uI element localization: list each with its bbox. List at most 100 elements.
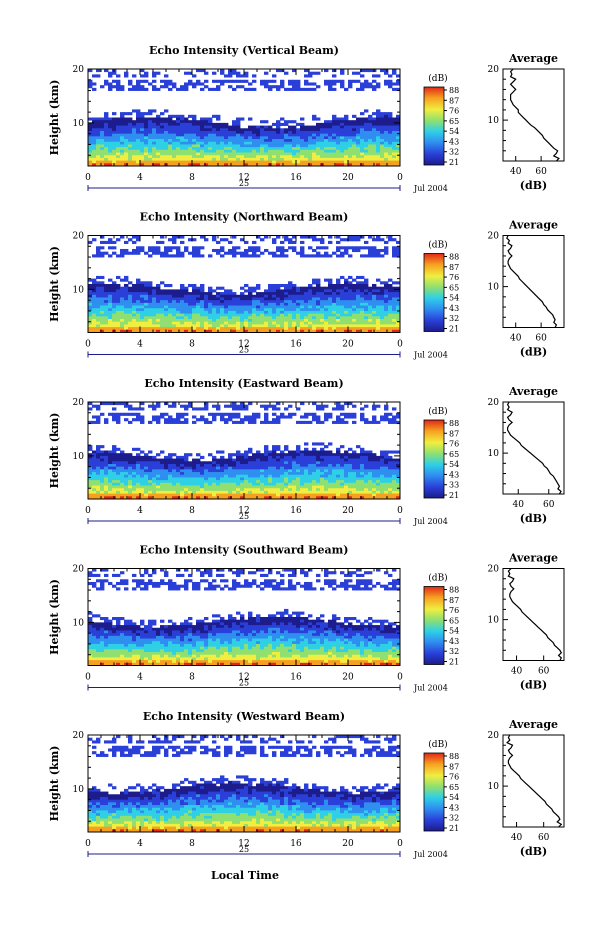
x-tick-label: 4 [137, 506, 143, 516]
x-tick-label: 0 [397, 173, 403, 183]
heatmap-cells [88, 69, 401, 167]
date-label: Jul 2004 [413, 850, 448, 859]
y-tick-label: 10 [73, 618, 85, 628]
colorbar-tick-label: 76 [449, 606, 459, 615]
y-axis-label: Height (km) [48, 80, 61, 156]
date-label: Jul 2004 [413, 184, 448, 193]
profile-x-tick-label: 40 [513, 500, 525, 510]
x-tick-label: 0 [397, 340, 403, 350]
colorbar-tick-label: 43 [449, 803, 459, 812]
x-tick-label: 12 [238, 673, 249, 683]
y-tick-label: 20 [73, 398, 85, 408]
x-tick-label: 0 [397, 673, 403, 683]
x-tick-label: 0 [85, 673, 91, 683]
colorbar-tick-label: 87 [449, 263, 459, 272]
colorbar-tick-label: 76 [449, 773, 459, 782]
x-tick-label: 16 [290, 173, 302, 183]
profile-x-axis-label: (dB) [520, 845, 547, 858]
x-tick-label: 4 [137, 340, 143, 350]
profile-x-tick-label: 60 [535, 334, 547, 344]
colorbar-tick-label: 21 [449, 658, 459, 667]
x-tick-label: 0 [397, 506, 403, 516]
profile-x-axis-label: (dB) [520, 346, 547, 359]
profile-frame [502, 401, 565, 495]
x-tick-label: 16 [290, 506, 302, 516]
colorbar-tick-label: 88 [449, 752, 459, 761]
profile-y-tick-label: 10 [488, 449, 500, 459]
colorbar-tick-label: 21 [449, 824, 459, 833]
colorbar-tick-label: 87 [449, 762, 459, 771]
colorbar-tick-label: 54 [449, 793, 459, 802]
y-tick-label: 10 [73, 785, 85, 795]
x-tick-label: 12 [238, 506, 249, 516]
colorbar-tick-label: 88 [449, 253, 459, 262]
colorbar-tick-label: 87 [449, 429, 459, 438]
profile-title: Average [508, 219, 558, 232]
day-label: 25 [239, 679, 249, 688]
x-tick-label: 8 [189, 839, 195, 849]
colorbar-tick-label: 88 [449, 86, 459, 95]
profile-frame [502, 734, 565, 828]
colorbar-tick-label: 54 [449, 627, 459, 636]
profile-x-axis-label: (dB) [520, 512, 547, 525]
date-label: Jul 2004 [413, 517, 448, 526]
date-label: Jul 2004 [413, 351, 448, 360]
x-tick-label: 0 [85, 173, 91, 183]
colorbar-unit-label: (dB) [428, 573, 447, 584]
x-tick-label: 12 [238, 340, 249, 350]
profile-frame [502, 68, 565, 162]
heatmap-cells [88, 735, 401, 833]
colorbar-tick-label: 76 [449, 440, 459, 449]
colorbar-tick-label: 43 [449, 304, 459, 313]
x-tick-label: 4 [137, 173, 143, 183]
profile-y-tick-label: 20 [488, 398, 500, 408]
colorbar [423, 419, 445, 499]
profile-x-tick-label: 60 [543, 500, 555, 510]
y-tick-label: 20 [73, 65, 85, 75]
profile-x-tick-label: 40 [510, 167, 522, 177]
day-label: 25 [239, 179, 249, 188]
y-axis-label: Height (km) [48, 246, 61, 322]
x-tick-label: 0 [397, 839, 403, 849]
profile-y-tick-label: 20 [488, 565, 500, 575]
colorbar-unit-label: (dB) [428, 739, 447, 750]
panel-title: Echo Intensity (Southward Beam) [140, 544, 349, 557]
colorbar-tick-label: 21 [449, 325, 459, 334]
colorbar-tick-label: 43 [449, 470, 459, 479]
x-tick-label: 8 [189, 340, 195, 350]
panel-3: Echo Intensity (Eastward Beam) 10 20 Height… [48, 377, 565, 526]
heatmap-cells [88, 402, 401, 500]
date-label: Jul 2004 [413, 684, 448, 693]
colorbar-tick-label: 54 [449, 127, 459, 136]
profile-x-tick-label: 60 [538, 667, 550, 677]
y-axis-label: Height (km) [48, 579, 61, 655]
profile-x-tick-label: 60 [535, 167, 547, 177]
day-label: 25 [239, 845, 249, 854]
colorbar-tick-label: 87 [449, 96, 459, 105]
profile-y-tick-label: 10 [488, 782, 500, 792]
y-tick-label: 10 [73, 119, 85, 129]
heatmap-cells [88, 568, 401, 666]
colorbar-tick-label: 87 [449, 596, 459, 605]
colorbar-unit-label: (dB) [428, 240, 447, 251]
panel-title: Echo Intensity (Eastward Beam) [144, 377, 343, 390]
colorbar [423, 586, 445, 665]
x-tick-label: 20 [342, 506, 354, 516]
colorbar-tick-label: 21 [449, 491, 459, 500]
x-tick-label: 20 [342, 839, 354, 849]
day-label: 25 [239, 346, 249, 355]
colorbar-tick-label: 65 [449, 616, 459, 625]
x-tick-label: 0 [85, 506, 91, 516]
profile-title: Average [508, 718, 558, 731]
profile-y-tick-label: 20 [488, 65, 500, 75]
colorbar-tick-label: 88 [449, 419, 459, 428]
panel-title: Echo Intensity (Northward Beam) [140, 211, 349, 224]
colorbar-tick-label: 76 [449, 107, 459, 116]
profile-x-axis-label: (dB) [520, 179, 547, 192]
panel-5: Echo Intensity (Westward Beam) 10 20 Height… [48, 710, 565, 859]
profile-title: Average [508, 52, 558, 65]
colorbar [423, 253, 445, 332]
y-tick-label: 10 [73, 452, 85, 462]
colorbar-tick-label: 65 [449, 450, 459, 459]
